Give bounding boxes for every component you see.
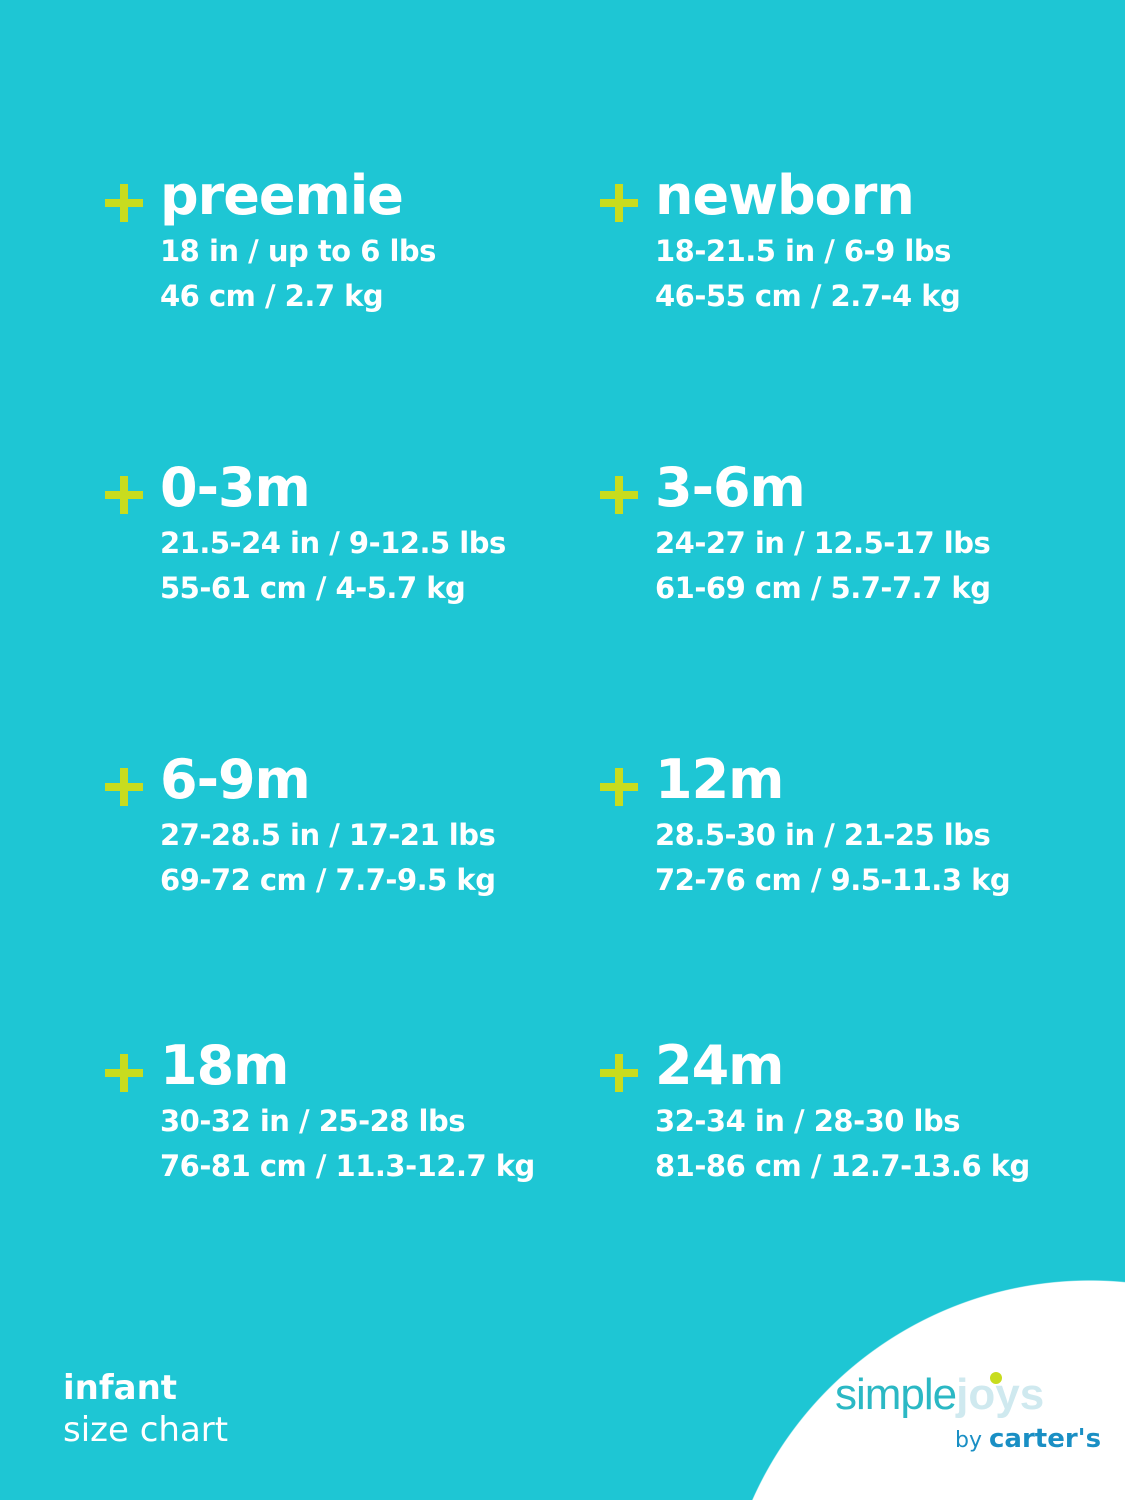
- size-metric: 76-81 cm / 11.3-12.7 kg: [160, 1149, 535, 1183]
- size-metric: 46 cm / 2.7 kg: [160, 279, 384, 313]
- chart-caption: infant size chart: [63, 1368, 228, 1452]
- size-metric: 81-86 cm / 12.7-13.6 kg: [655, 1149, 1030, 1183]
- size-imperial: 21.5-24 in / 9-12.5 lbs: [160, 526, 506, 560]
- logo-backdrop: [720, 1280, 1125, 1500]
- size-imperial: 24-27 in / 12.5-17 lbs: [655, 526, 991, 560]
- size-metric: 55-61 cm / 4-5.7 kg: [160, 571, 466, 605]
- logo-simple: simple: [835, 1370, 957, 1419]
- caption-size-chart: size chart: [63, 1410, 229, 1450]
- plus-icon: [105, 184, 143, 222]
- logo-by: by: [955, 1428, 982, 1453]
- plus-icon: [600, 476, 638, 514]
- plus-icon: [600, 1054, 638, 1092]
- size-imperial: 18-21.5 in / 6-9 lbs: [655, 234, 951, 268]
- simple-joys-logo: simplejoys by carter's: [835, 1370, 1101, 1460]
- size-name: 24m: [655, 1034, 784, 1097]
- size-name: 0-3m: [160, 456, 311, 519]
- plus-icon: [600, 184, 638, 222]
- size-imperial: 28.5-30 in / 21-25 lbs: [655, 818, 991, 852]
- size-name: newborn: [655, 164, 915, 227]
- size-name: preemie: [160, 164, 404, 227]
- logo-brand: carter's: [988, 1424, 1102, 1454]
- plus-icon: [600, 768, 638, 806]
- caption-infant: infant: [63, 1368, 178, 1408]
- plus-icon: [105, 1054, 143, 1092]
- size-metric: 72-76 cm / 9.5-11.3 kg: [655, 863, 1011, 897]
- size-imperial: 27-28.5 in / 17-21 lbs: [160, 818, 496, 852]
- size-imperial: 32-34 in / 28-30 lbs: [655, 1104, 961, 1138]
- plus-icon: [105, 476, 143, 514]
- plus-icon: [105, 768, 143, 806]
- size-imperial: 30-32 in / 25-28 lbs: [160, 1104, 466, 1138]
- size-imperial: 18 in / up to 6 lbs: [160, 234, 436, 268]
- size-name: 12m: [655, 748, 784, 811]
- size-name: 18m: [160, 1034, 289, 1097]
- size-name: 3-6m: [655, 456, 806, 519]
- logo-by-carters: by carter's: [955, 1424, 1101, 1454]
- size-metric: 61-69 cm / 5.7-7.7 kg: [655, 571, 991, 605]
- size-metric: 46-55 cm / 2.7-4 kg: [655, 279, 961, 313]
- logo-dot-icon: [990, 1372, 1002, 1384]
- size-metric: 69-72 cm / 7.7-9.5 kg: [160, 863, 496, 897]
- size-name: 6-9m: [160, 748, 311, 811]
